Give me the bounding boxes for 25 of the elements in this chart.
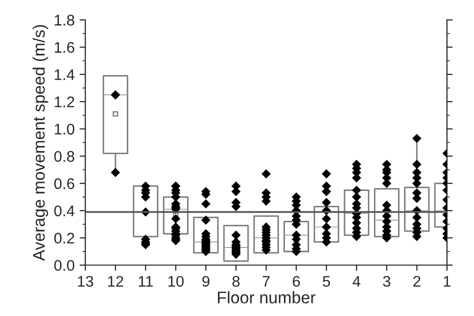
y-tick-label: 1.4 (54, 69, 74, 80)
x-tick-label: 12 (108, 276, 124, 287)
x-tick-label: 10 (168, 276, 184, 287)
x-tick-label: 1 (444, 276, 450, 287)
x-tick-label: 8 (232, 276, 240, 287)
x-tick-label: 6 (292, 276, 300, 287)
x-tick-label: 9 (202, 276, 210, 287)
y-tick-label: 0.4 (54, 206, 74, 216)
x-tick-label: 5 (322, 276, 330, 287)
y-tick-label: 1.2 (54, 96, 74, 108)
x-tick-label: 11 (138, 276, 153, 287)
y-tick-label: 1.8 (54, 14, 74, 26)
x-tick-label: 4 (352, 276, 360, 287)
x-tick-label: 13 (78, 276, 94, 287)
y-tick-label: 0.0 (54, 260, 74, 271)
y-axis-title: Average movement speed (m/s) (32, 25, 48, 261)
y-tick-label: 0.2 (54, 232, 74, 244)
y-tick-label: 0.6 (54, 178, 74, 190)
x-tick-label: 7 (262, 276, 270, 287)
x-tick-label: 3 (383, 276, 390, 287)
y-tick-label: 1.6 (54, 42, 74, 53)
y-tick-label: 1.0 (54, 124, 74, 135)
y-tick-label: 0.8 (54, 151, 74, 162)
x-axis-title: Floor number (218, 291, 316, 304)
x-tick-label: 2 (413, 276, 420, 287)
